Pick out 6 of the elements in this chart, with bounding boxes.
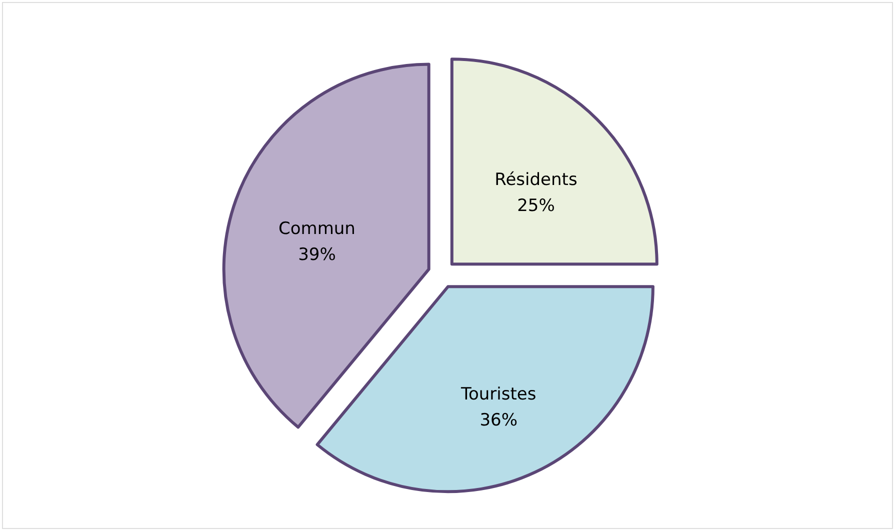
data-label: 36% [480, 410, 518, 430]
slice-label: Touristes [460, 384, 536, 404]
data-label: 25% [517, 196, 555, 216]
data-label: 39% [298, 244, 336, 265]
slice-label: Résidents [494, 170, 578, 190]
slice-label: Commun [278, 218, 356, 239]
